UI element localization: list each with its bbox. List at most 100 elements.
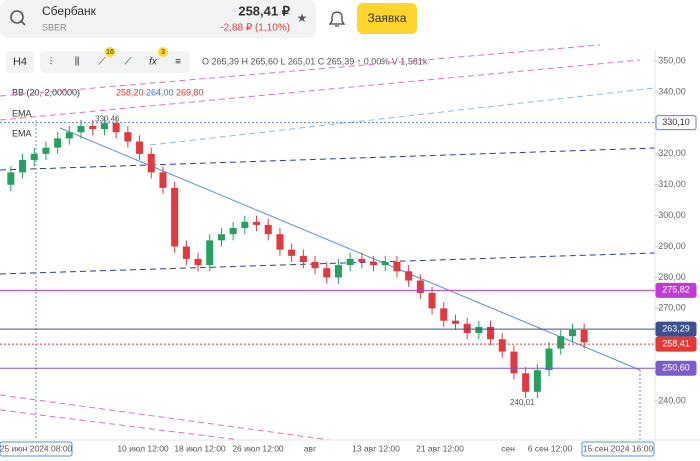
search-box[interactable] bbox=[0, 0, 316, 38]
x-tick-label: сен bbox=[501, 443, 515, 453]
candle-body bbox=[533, 370, 541, 392]
candle-body bbox=[522, 373, 530, 392]
order-button-label[interactable]: Заявка bbox=[368, 11, 407, 25]
tool-icon[interactable]: ⟋ bbox=[125, 57, 132, 68]
trend-line bbox=[0, 59, 641, 121]
tool-icon[interactable]: fx bbox=[149, 57, 158, 68]
y-tick-label: 350,00 bbox=[658, 56, 686, 66]
candle-body bbox=[370, 261, 378, 266]
candle-body bbox=[42, 147, 50, 154]
drawings bbox=[0, 44, 656, 441]
tool-icon[interactable]: ⫶ bbox=[50, 57, 53, 68]
candle-body bbox=[580, 329, 588, 343]
candle-body bbox=[19, 160, 27, 173]
x-tick-label: 21 авг 12:00 bbox=[416, 443, 464, 453]
y-tick-label: 290,00 bbox=[658, 241, 686, 251]
y-tick-label: 320,00 bbox=[658, 148, 686, 158]
price: 258,41 ₽ bbox=[238, 3, 290, 18]
x-label-box bbox=[581, 441, 655, 457]
extreme-label: 330,46 bbox=[95, 115, 120, 124]
ticker: SBER bbox=[42, 22, 67, 32]
price-badge bbox=[655, 336, 697, 352]
candle-body bbox=[334, 265, 342, 278]
price-badge bbox=[655, 360, 697, 376]
price-badge-label: 250,60 bbox=[662, 363, 690, 373]
interval-button[interactable] bbox=[6, 51, 34, 73]
candle-body bbox=[54, 138, 62, 148]
x-tick-label: 13 авг 12:00 bbox=[352, 443, 400, 453]
y-tick-label: 270,00 bbox=[658, 303, 686, 313]
candle-body bbox=[475, 326, 483, 334]
candle-body bbox=[30, 153, 38, 161]
candle-body bbox=[288, 249, 296, 256]
candle-body bbox=[568, 329, 576, 337]
candle-body bbox=[405, 271, 413, 281]
candle-body bbox=[89, 126, 97, 130]
trend-line bbox=[59, 127, 641, 371]
trend-line bbox=[0, 409, 241, 441]
candle-body bbox=[463, 323, 471, 334]
candle-body bbox=[498, 339, 506, 352]
search-icon bbox=[10, 10, 24, 24]
candle-body bbox=[451, 320, 459, 324]
candle-body bbox=[65, 132, 73, 139]
badge bbox=[158, 47, 168, 57]
x-tick-label: 15 сен 2024 16:00 bbox=[583, 443, 654, 453]
search-icon bbox=[20, 20, 26, 26]
interval[interactable]: H4 bbox=[13, 56, 27, 68]
ohlc-legend: O 265,39 H 265,60 L 265,01 C 265,39 ↑ 0,… bbox=[202, 56, 428, 66]
x-tick-label: 6 сен 12:00 bbox=[528, 443, 573, 453]
candle-body bbox=[299, 255, 307, 262]
candle-body bbox=[136, 141, 144, 154]
bell-icon[interactable] bbox=[328, 11, 346, 27]
trend-line bbox=[0, 44, 601, 97]
price-badge bbox=[655, 282, 697, 298]
candle-body bbox=[440, 308, 448, 321]
price-badge-label: 258,41 bbox=[662, 339, 690, 349]
y-tick-label: 280,00 bbox=[658, 272, 686, 282]
candle-body bbox=[510, 351, 518, 374]
candle-body bbox=[217, 234, 225, 241]
candle-body bbox=[194, 258, 202, 266]
candle-body bbox=[416, 280, 424, 293]
candle-body bbox=[346, 258, 354, 266]
tool-icon[interactable]: ⟋ bbox=[99, 57, 106, 68]
candle-body bbox=[276, 234, 284, 250]
candle-body bbox=[171, 187, 179, 247]
ema-label: EMA bbox=[12, 128, 32, 138]
candle-body bbox=[393, 261, 401, 272]
trend-line bbox=[0, 394, 331, 441]
tool-icon[interactable]: ≡ bbox=[175, 57, 181, 68]
bb-label: BB (20, 2,00000) bbox=[12, 87, 80, 97]
price-badge-label: 275,82 bbox=[662, 285, 690, 295]
bb-upper: 269,80 bbox=[176, 87, 204, 97]
extreme-label: 240,01 bbox=[510, 398, 535, 407]
candle-body bbox=[428, 292, 436, 309]
candle-body bbox=[358, 258, 366, 262]
candle-body bbox=[159, 172, 167, 188]
favorite-star[interactable]: ★ bbox=[297, 11, 308, 25]
price-change: -2,88 ₽ (1,10%) bbox=[220, 23, 290, 34]
order-button[interactable] bbox=[357, 3, 417, 34]
x-label-box bbox=[0, 441, 73, 457]
candle-body bbox=[77, 126, 85, 133]
instrument-name: Сбербанк bbox=[42, 4, 97, 18]
tool-icon[interactable]: ⫼ bbox=[75, 57, 80, 68]
x-tick-label: авг bbox=[304, 443, 316, 453]
price-badge-label: 263,29 bbox=[662, 323, 690, 333]
candle-body bbox=[381, 261, 389, 266]
y-tick-label: 310,00 bbox=[658, 179, 686, 189]
candle-body bbox=[487, 326, 495, 340]
candle-body bbox=[206, 240, 214, 266]
candle-body bbox=[253, 221, 261, 225]
x-tick-label: 25 июн 2024 08:00 bbox=[0, 443, 73, 453]
ema-label: EMA bbox=[12, 108, 32, 118]
candle-body bbox=[182, 246, 190, 259]
candle-body bbox=[124, 132, 132, 142]
x-tick-label: 18 июл 12:00 bbox=[174, 443, 226, 453]
candle-body bbox=[264, 224, 272, 235]
price-badge bbox=[655, 321, 697, 337]
x-tick-label: 10 июл 12:00 bbox=[117, 443, 169, 453]
toolbar bbox=[40, 51, 190, 73]
